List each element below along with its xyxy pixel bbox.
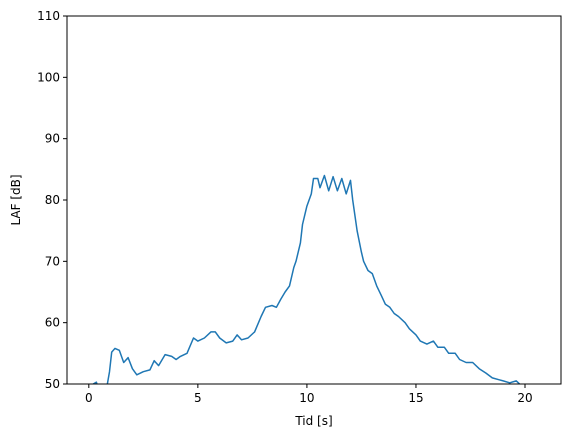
y-tick-label: 80 xyxy=(45,193,60,207)
y-tick-label: 110 xyxy=(37,9,60,23)
x-axis-label: Tid [s] xyxy=(294,414,332,428)
x-tick-label: 10 xyxy=(299,391,314,405)
x-tick-label: 20 xyxy=(517,391,532,405)
y-tick-label: 60 xyxy=(45,316,60,330)
x-tick-label: 5 xyxy=(194,391,202,405)
y-axis-label: LAF [dB] xyxy=(9,174,23,225)
data-line xyxy=(92,174,521,384)
x-tick-label: 15 xyxy=(408,391,423,405)
y-tick-label: 100 xyxy=(37,70,60,84)
y-tick-label: 90 xyxy=(45,132,60,146)
y-tick-label: 50 xyxy=(45,377,60,391)
y-tick-label: 70 xyxy=(45,254,60,268)
plot-frame xyxy=(66,15,562,385)
x-tick-label: 0 xyxy=(85,391,93,405)
